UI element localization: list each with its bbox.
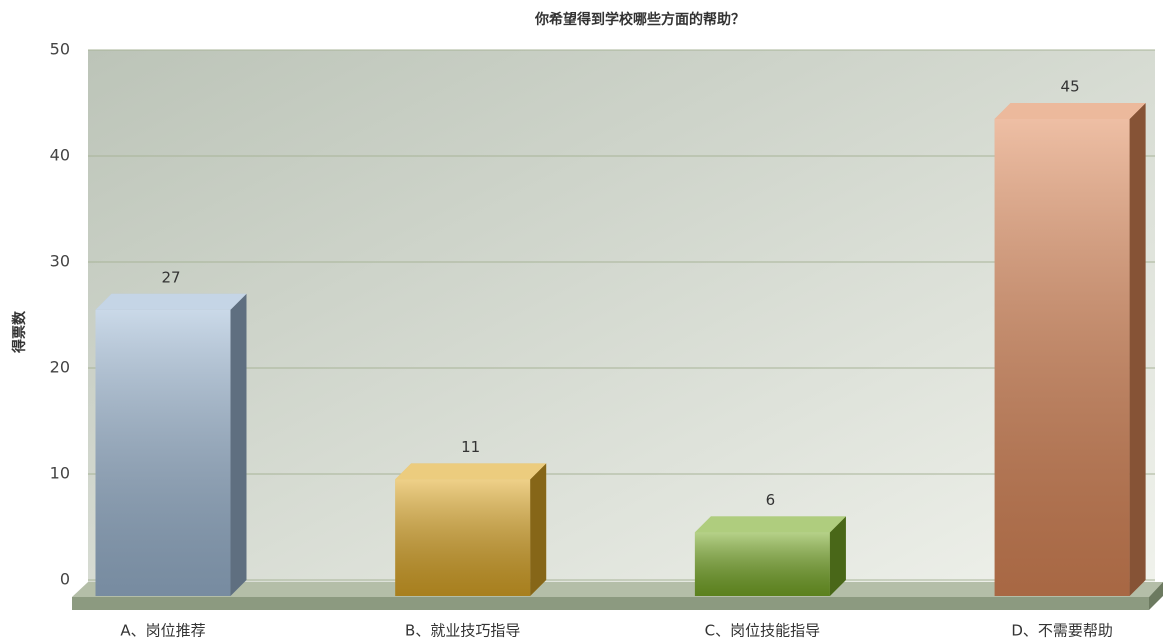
bar xyxy=(395,463,547,596)
bar xyxy=(95,293,247,596)
x-tick-label: C、岗位技能指导 xyxy=(705,622,820,640)
plot-area xyxy=(88,50,1155,582)
y-tick-label: 0 xyxy=(60,570,70,589)
bar-side xyxy=(530,463,547,596)
bar-top-shade xyxy=(395,463,547,480)
data-label: 45 xyxy=(1061,78,1080,96)
x-tick-label: D、不需要帮助 xyxy=(1011,622,1113,640)
bar-front-shade xyxy=(95,309,231,596)
y-tick-label: 10 xyxy=(50,464,70,483)
bar-front-shade xyxy=(395,479,531,596)
data-label: 27 xyxy=(161,268,180,286)
bar-top xyxy=(395,463,547,480)
data-label: 6 xyxy=(766,491,776,509)
bar-front-shade xyxy=(994,119,1130,596)
bar-side-shade xyxy=(230,293,247,596)
data-label: 11 xyxy=(461,438,480,456)
bar-top xyxy=(994,103,1146,119)
bar-top-shade xyxy=(994,103,1146,119)
chart-title: 你希望得到学校哪些方面的帮助？ xyxy=(534,11,745,28)
y-axis-label: 得票数 xyxy=(11,310,28,354)
bar-front-shade xyxy=(694,532,830,596)
bar xyxy=(694,516,846,596)
x-tick-label: B、就业技巧指导 xyxy=(405,622,520,640)
y-tick-label: 40 xyxy=(50,146,70,165)
x-tick-label: A、岗位推荐 xyxy=(120,622,205,640)
bar-side xyxy=(1129,103,1146,596)
bar xyxy=(994,103,1146,596)
bar-top xyxy=(694,516,846,533)
floor-front xyxy=(72,597,1149,610)
bar-side xyxy=(230,293,247,596)
y-tick-label: 20 xyxy=(50,358,70,377)
bar-side-shade xyxy=(1129,103,1146,596)
floor-top xyxy=(72,582,1163,597)
bar-side-shade xyxy=(530,463,547,596)
bar-top-shade xyxy=(694,516,846,533)
y-tick-label: 30 xyxy=(50,252,70,271)
bar-top-shade xyxy=(95,293,247,310)
floor-side xyxy=(1149,582,1163,610)
y-tick-label: 50 xyxy=(50,40,70,59)
bar-top xyxy=(95,293,247,310)
bar-side xyxy=(829,516,846,596)
bar-side-shade xyxy=(829,516,846,596)
